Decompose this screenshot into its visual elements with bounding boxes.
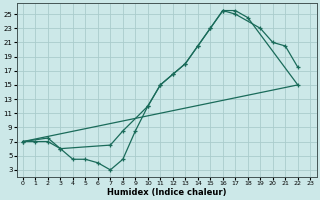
X-axis label: Humidex (Indice chaleur): Humidex (Indice chaleur) bbox=[107, 188, 226, 197]
